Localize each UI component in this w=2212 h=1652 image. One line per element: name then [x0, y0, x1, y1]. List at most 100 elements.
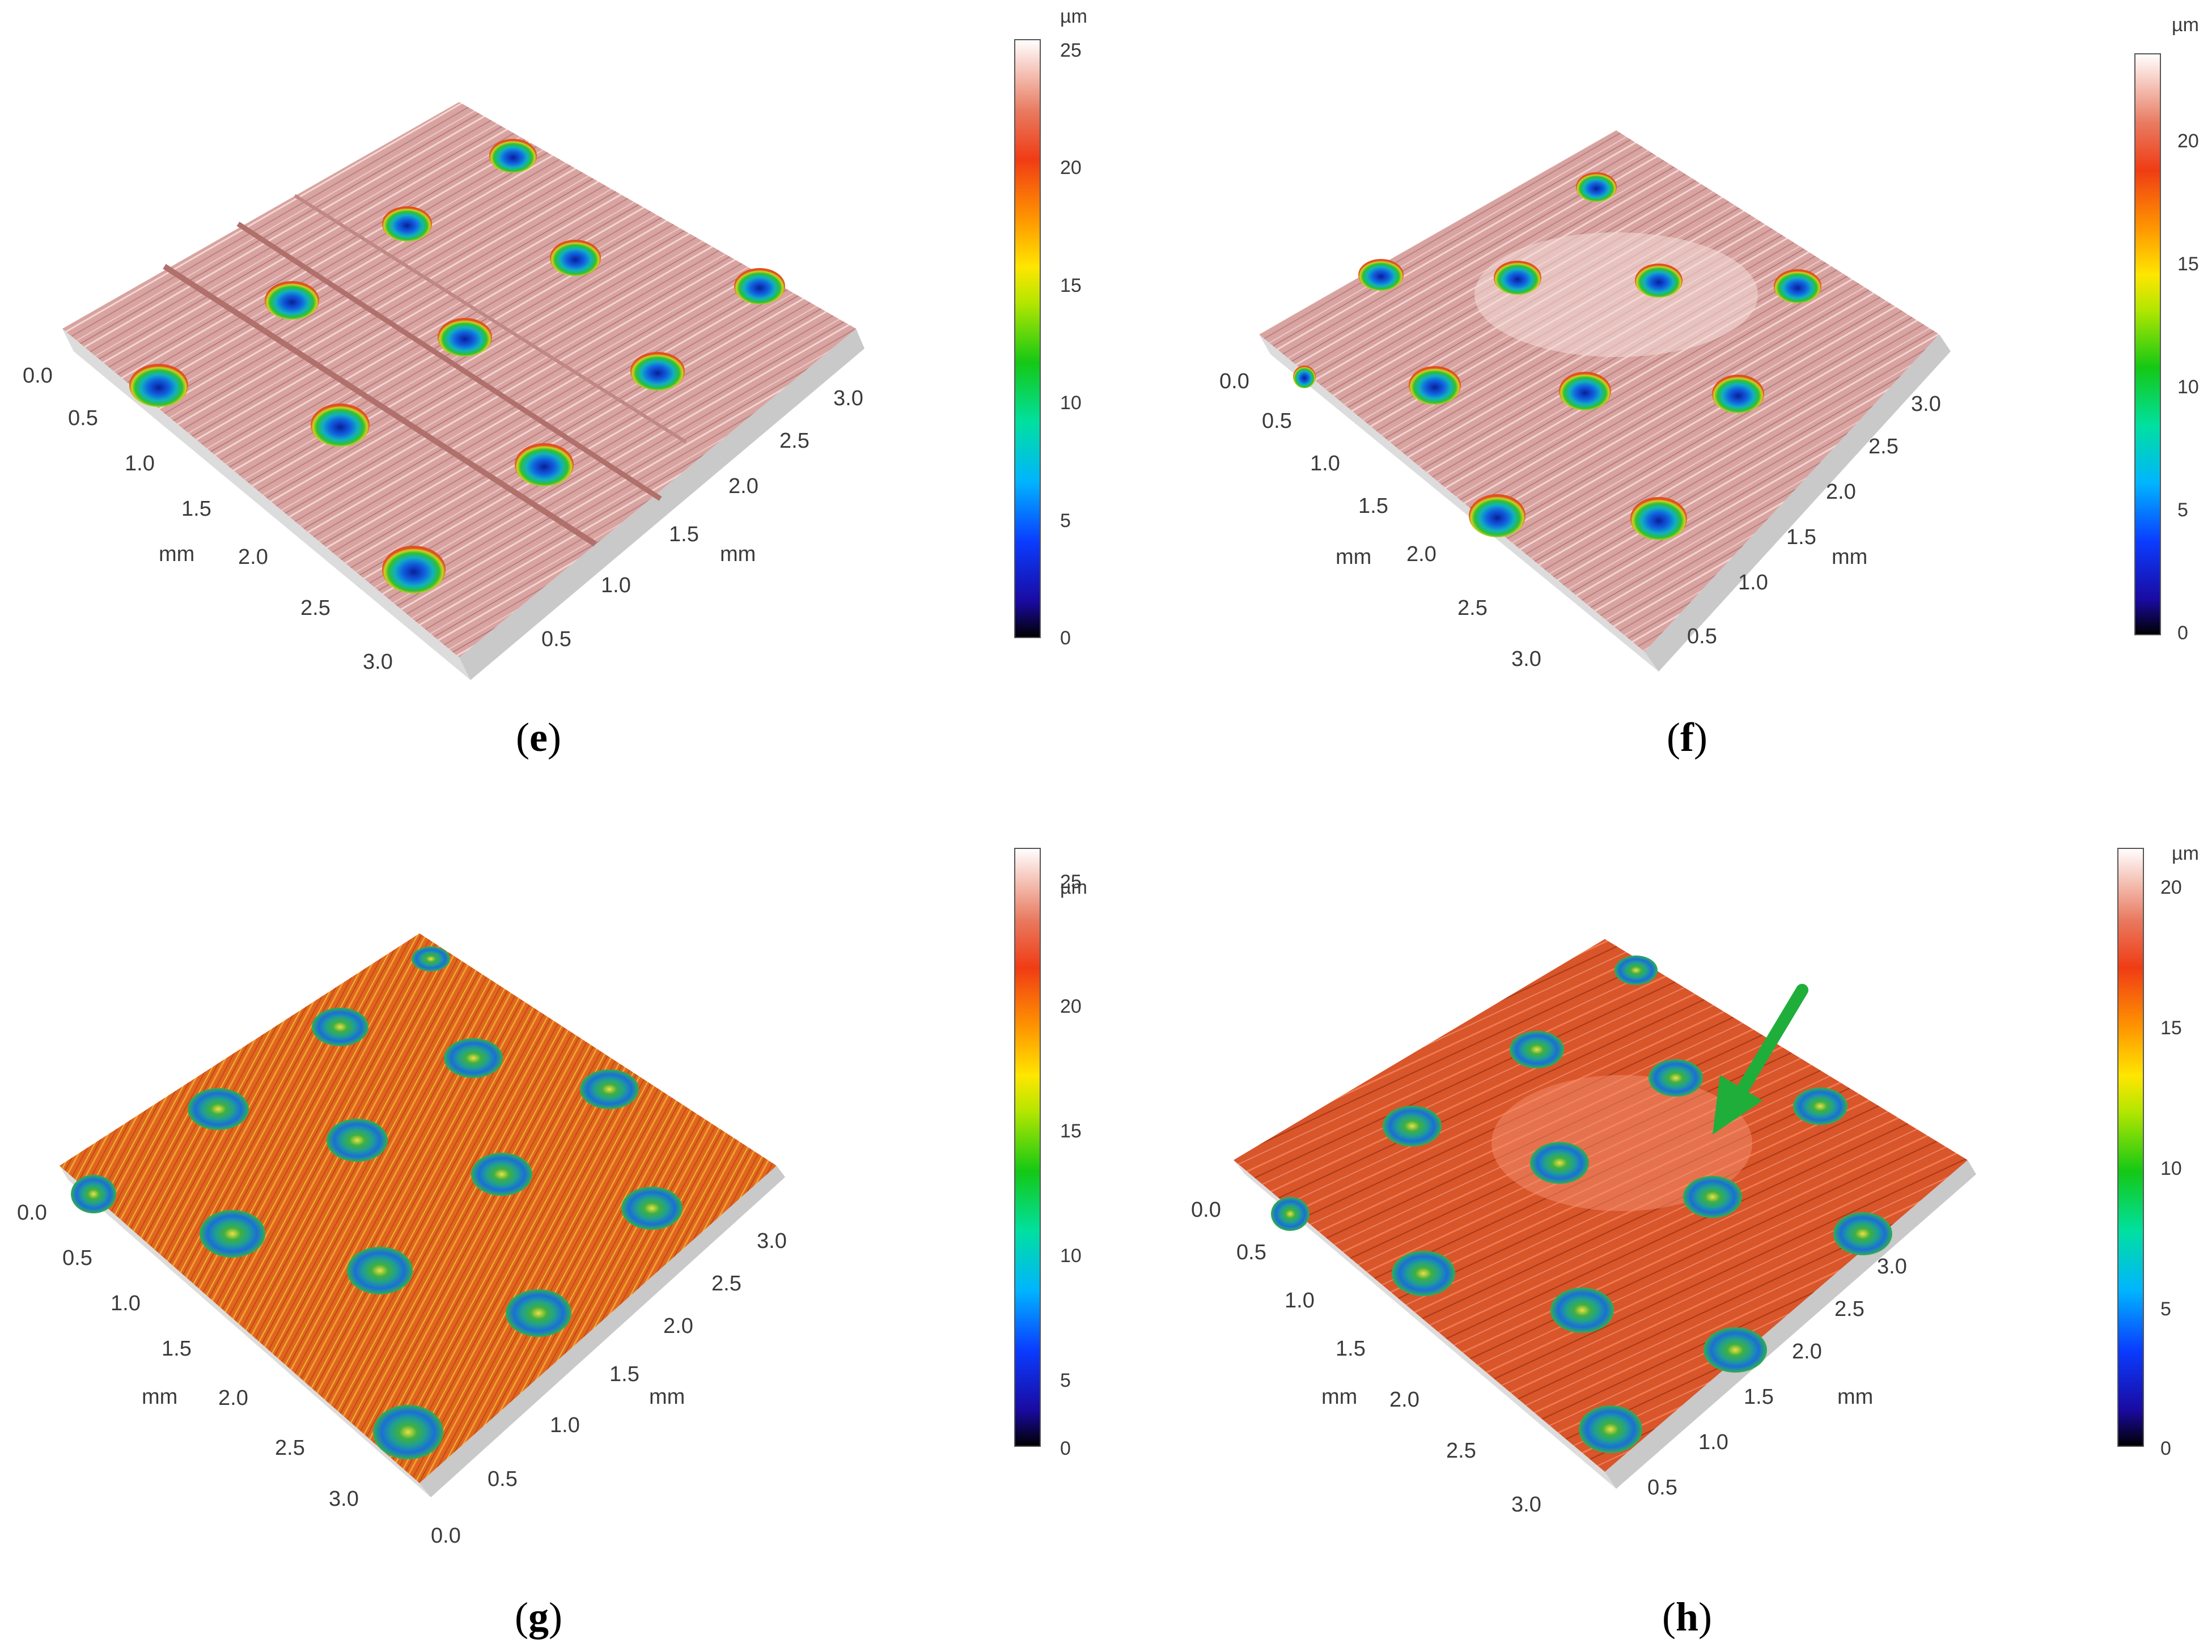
- surface-map-e: 0.0 0.5 1.0 1.5 2.0 2.5 3.0 mm 0.5 1.0 1…: [23, 6, 1087, 680]
- tick-label: 1.5: [181, 497, 211, 521]
- pit: [630, 352, 685, 390]
- colorbar-h: µm 20 15 10 5 0: [2117, 843, 2199, 1459]
- colorbar-tick: 5: [2160, 1298, 2171, 1320]
- pit: [1614, 955, 1658, 985]
- right-axis-e: 0.5 1.0 1.5 2.0 2.5 3.0 mm: [541, 387, 863, 651]
- tick-label: 0.0: [23, 364, 53, 388]
- platform-side-left: [60, 1166, 431, 1497]
- pit: [1469, 494, 1525, 537]
- tick-label: 2.5: [275, 1436, 305, 1460]
- colorbar-tick: 10: [2177, 376, 2199, 398]
- pit: [1550, 1288, 1614, 1333]
- pit: [1635, 264, 1683, 298]
- axis-label: mm: [1336, 545, 1371, 569]
- pit: [200, 1210, 265, 1258]
- tick-label: 2.5: [711, 1272, 741, 1296]
- pit: [327, 1119, 388, 1162]
- caption-g: (g): [515, 1594, 562, 1640]
- pit: [1774, 269, 1821, 303]
- pit: [1576, 172, 1617, 202]
- panel-g: 0.0 0.5 1.0 1.5 2.0 2.5 3.0 mm 0.0 0.5 1…: [0, 826, 1106, 1651]
- tick-label: 1.5: [162, 1337, 192, 1361]
- tick-label: 3.0: [757, 1229, 787, 1253]
- panel-h: 0.0 0.5 1.0 1.5 2.0 2.5 3.0 mm 0.5 1.0 1…: [1106, 826, 2212, 1651]
- pit: [1649, 1059, 1703, 1097]
- pit: [1383, 1106, 1442, 1146]
- tick-label: 3.0: [1511, 1493, 1541, 1517]
- pit: [312, 1008, 368, 1046]
- colorbar-tick: 5: [2177, 499, 2188, 521]
- pit: [1358, 259, 1404, 291]
- colorbar-tick: 10: [2160, 1158, 2182, 1179]
- tick-label: 2.0: [728, 474, 758, 498]
- tick-label: 2.0: [1826, 480, 1856, 504]
- pit: [382, 546, 446, 593]
- left-axis-g: 0.0 0.5 1.0 1.5 2.0 2.5 3.0 mm: [17, 1201, 359, 1511]
- pit: [489, 139, 537, 173]
- colorbar-tick: 20: [1060, 157, 1082, 179]
- tick-label: 1.0: [125, 452, 155, 475]
- pit: [1510, 1031, 1564, 1068]
- tick-label: 3.0: [329, 1487, 359, 1511]
- pit: [438, 318, 492, 356]
- surface-map-h: 0.0 0.5 1.0 1.5 2.0 2.5 3.0 mm 0.5 1.0 1…: [1191, 843, 2199, 1517]
- caption-f: (f): [1667, 715, 1707, 760]
- pit: [1683, 1176, 1742, 1218]
- tick-label: 1.5: [1786, 525, 1816, 549]
- axis-label: mm: [720, 542, 756, 566]
- tick-label: 0.5: [62, 1246, 92, 1270]
- tick-label: 0.5: [1236, 1241, 1266, 1264]
- pit: [1271, 1197, 1310, 1231]
- pit: [347, 1247, 413, 1294]
- colorbar-tick: 10: [1060, 1245, 1082, 1267]
- tick-label: 3.0: [833, 387, 863, 410]
- right-axis-f: 0.5 1.0 1.5 2.0 2.5 3.0 mm: [1687, 392, 1941, 648]
- pit: [188, 1088, 249, 1130]
- left-axis-h: 0.0 0.5 1.0 1.5 2.0 2.5 3.0 mm: [1191, 1198, 1541, 1517]
- tick-label: 2.0: [218, 1386, 248, 1410]
- right-axis-g: 0.0 0.5 1.0 1.5 2.0 2.5 3.0 mm: [431, 1229, 787, 1548]
- axis-label: mm: [649, 1385, 685, 1409]
- panel-e: 0.0 0.5 1.0 1.5 2.0 2.5 3.0 mm 0.5 1.0 1…: [0, 0, 1106, 826]
- axis-label: mm: [159, 542, 194, 566]
- pit: [506, 1289, 571, 1337]
- pit: [1793, 1088, 1847, 1125]
- tick-label: 0.0: [1191, 1198, 1221, 1222]
- groove: [236, 222, 662, 501]
- platform-side-right: [459, 329, 865, 680]
- pit: [311, 404, 370, 447]
- pit: [515, 443, 574, 486]
- groove: [163, 264, 597, 547]
- colorbar-tick: 15: [1060, 275, 1082, 296]
- pits: [129, 139, 785, 593]
- panel-f: 0.0 0.5 1.0 1.5 2.0 2.5 3.0 mm 0.5 1.0 1…: [1106, 0, 2212, 826]
- colorbar-tick: 20: [1060, 996, 1082, 1017]
- colorbar-gradient: [1014, 848, 1041, 1447]
- colorbar-tick: 10: [1060, 392, 1082, 414]
- axis-label: mm: [1321, 1385, 1357, 1409]
- pit: [550, 240, 601, 276]
- pit: [1530, 1142, 1589, 1184]
- green-arrow-annotation: [1713, 984, 1808, 1135]
- colorbar-tick: 20: [2160, 877, 2182, 898]
- tick-label: 1.5: [1744, 1385, 1774, 1409]
- tick-label: 0.5: [488, 1467, 518, 1491]
- tick-label: 2.0: [1792, 1340, 1822, 1364]
- colorbar-tick: 0: [2160, 1438, 2171, 1459]
- tick-label: 3.0: [363, 650, 393, 674]
- surface-map-f: 0.0 0.5 1.0 1.5 2.0 2.5 3.0 mm 0.5 1.0 1…: [1219, 14, 2199, 672]
- pit: [1409, 366, 1461, 405]
- pit: [621, 1187, 683, 1230]
- tick-label: 0.5: [68, 406, 98, 430]
- tick-label: 1.0: [1738, 571, 1768, 594]
- colorbar-gradient: [2117, 848, 2144, 1447]
- tick-label: 3.0: [1877, 1255, 1907, 1279]
- colorbar-tick: 25: [1060, 871, 1082, 893]
- pit: [734, 268, 785, 304]
- tick-label: 1.5: [669, 523, 699, 546]
- pit: [1704, 1327, 1767, 1373]
- colorbar-tick: 20: [2177, 130, 2199, 152]
- colorbar-tick: 15: [2177, 253, 2199, 275]
- pit: [580, 1069, 639, 1109]
- pits: [1271, 955, 1892, 1453]
